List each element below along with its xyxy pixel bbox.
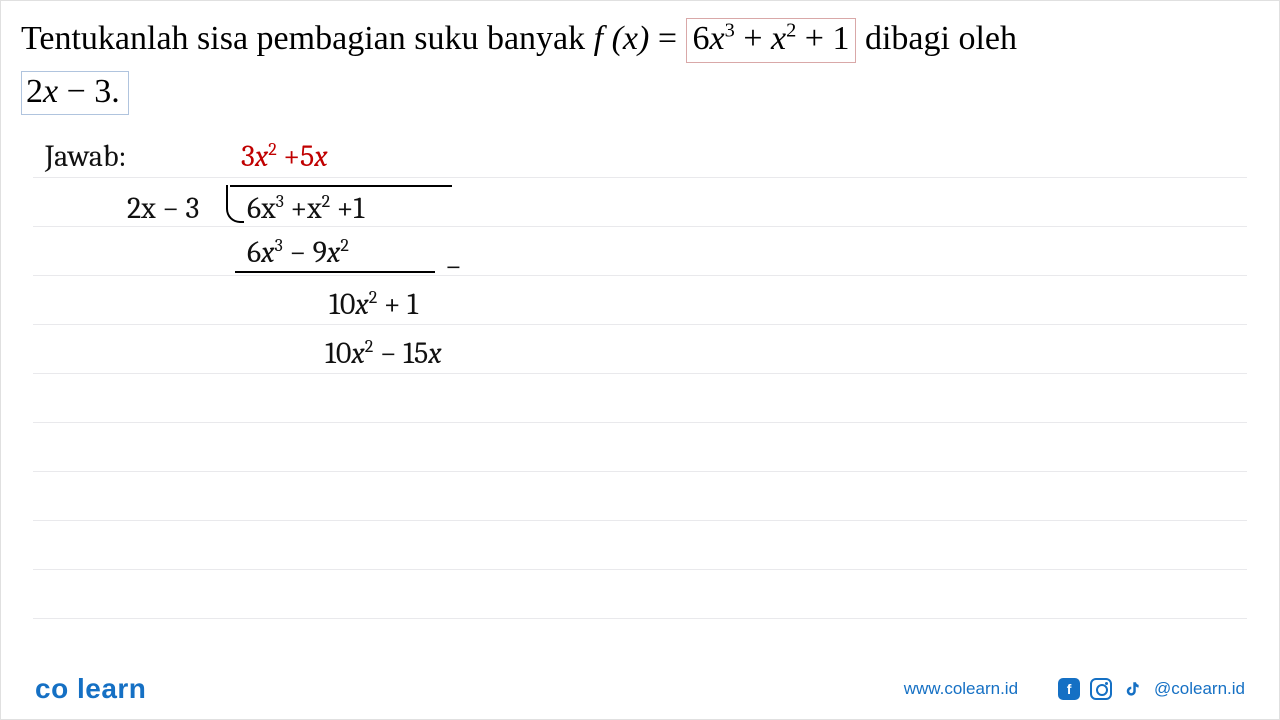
step1-underline [235, 271, 435, 273]
paper-line [33, 373, 1247, 374]
paper-line [33, 226, 1247, 227]
brand-suffix: learn [77, 673, 146, 704]
paper-line [33, 422, 1247, 423]
long-division-bar [230, 185, 452, 187]
question-text-1: Tentukanlah sisa pembagian suku banyak [21, 20, 594, 57]
instagram-icon[interactable] [1090, 678, 1112, 700]
paper-line [33, 618, 1247, 619]
answer-label: Jawab: [45, 139, 126, 174]
footer-handle[interactable]: @colearn.id [1154, 679, 1245, 699]
long-division-bracket [226, 185, 244, 223]
question-text-2: dibagi oleh [856, 20, 1017, 57]
footer: co learn www.colearn.id f @colearn.id [1, 659, 1279, 719]
question-block: Tentukanlah sisa pembagian suku banyak f… [1, 1, 1279, 118]
brand-prefix: co [35, 673, 69, 704]
brand-logo: co learn [35, 673, 146, 705]
divisor-text: 2x − 3. [26, 73, 120, 110]
fx-symbol: f (x) [594, 20, 650, 57]
paper-line [33, 520, 1247, 521]
page-root: Tentukanlah sisa pembagian suku banyak f… [0, 0, 1280, 720]
facebook-icon[interactable]: f [1058, 678, 1080, 700]
polynomial-box: 6x3 + x2 + 1 [686, 18, 857, 63]
equals-sign: = [649, 20, 685, 57]
step1-product: 6x3 − 9x2 [247, 235, 349, 270]
quotient: 3x2 +5x [241, 139, 328, 174]
brand-separator [69, 673, 77, 704]
paper-line [33, 177, 1247, 178]
dividend: 6x3 +x2 +1 [247, 191, 364, 226]
polynomial-text: 6x3 + x2 + 1 [693, 20, 850, 57]
paper-line [33, 471, 1247, 472]
step1-minus: − [445, 249, 462, 284]
paper-line [33, 324, 1247, 325]
step1-remainder: 10x2 + 1 [329, 287, 418, 322]
tiktok-icon[interactable] [1122, 678, 1144, 700]
lined-paper [33, 129, 1247, 659]
long-division-divisor: 2x − 3 [127, 191, 199, 226]
step2-product: 10x2 − 15x [325, 336, 442, 371]
divisor-box: 2x − 3. [21, 71, 129, 116]
footer-right: www.colearn.id f @colearn.id [904, 678, 1245, 700]
footer-url[interactable]: www.colearn.id [904, 679, 1018, 699]
paper-line [33, 569, 1247, 570]
paper-line [33, 275, 1247, 276]
